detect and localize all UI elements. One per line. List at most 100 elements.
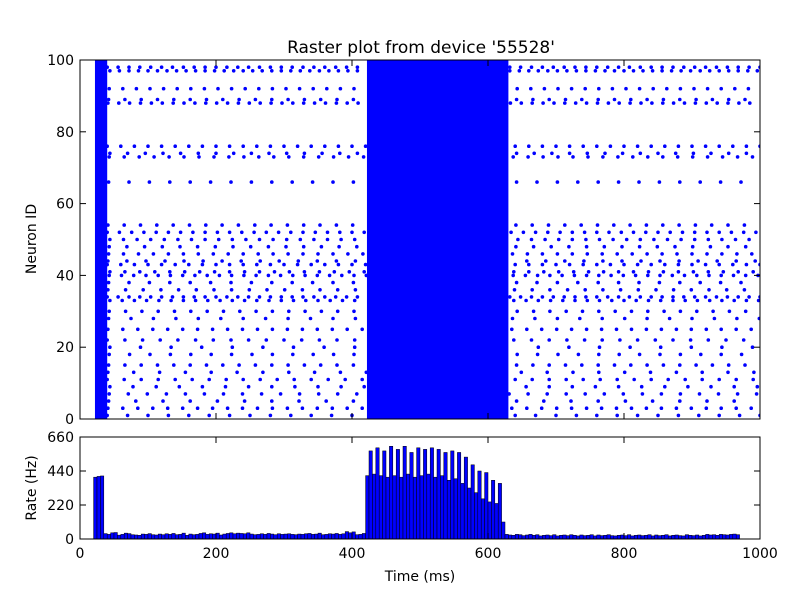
- rate-bar: [338, 534, 343, 539]
- spike-dot: [682, 295, 686, 299]
- spike-dot: [291, 298, 296, 303]
- rate-bar: [368, 450, 373, 539]
- spike-dot: [574, 69, 579, 73]
- spike-dot: [107, 392, 111, 396]
- spike-dot: [317, 270, 322, 274]
- spike-dot: [717, 230, 721, 235]
- spike-dot: [669, 69, 674, 73]
- raster-title: Raster plot from device '55528': [287, 38, 555, 58]
- rate-bar: [589, 534, 594, 539]
- spike-dot: [318, 363, 323, 367]
- rate-bar: [627, 534, 632, 539]
- spike-dot: [108, 69, 112, 73]
- spike-dot: [574, 413, 579, 418]
- rate-bar: [375, 447, 380, 539]
- spike-dot: [581, 144, 585, 148]
- spike-dot: [340, 273, 344, 278]
- spike-dot: [735, 155, 740, 159]
- rate-bar: [569, 534, 574, 539]
- spike-dot: [619, 230, 624, 235]
- spike-dot: [275, 377, 280, 382]
- spike-dot: [352, 237, 357, 242]
- spike-dot: [547, 363, 551, 367]
- spike-dot: [743, 309, 748, 314]
- spike-dot: [315, 273, 320, 278]
- spike-dot: [556, 270, 561, 274]
- spike-dot: [138, 345, 143, 350]
- spike-dot: [586, 155, 590, 159]
- spike-dot: [138, 65, 142, 69]
- spike-dot: [716, 392, 721, 396]
- spike-dot: [671, 288, 676, 292]
- spike-dot: [301, 155, 306, 159]
- spike-dot: [573, 65, 577, 69]
- rate-bar: [603, 535, 608, 539]
- spike-dot: [727, 309, 732, 314]
- spike-dot: [289, 69, 293, 73]
- spike-dot: [257, 270, 262, 274]
- spike-dot: [308, 69, 312, 73]
- spike-dot: [270, 280, 274, 285]
- spike-dot: [533, 413, 538, 418]
- spike-dot: [257, 86, 261, 91]
- spike-dot: [595, 223, 600, 227]
- spike-dot: [270, 363, 274, 367]
- spike-dot: [602, 244, 607, 249]
- spike-dot: [582, 259, 586, 263]
- spike-dot: [328, 298, 333, 303]
- spike-dot: [318, 288, 322, 292]
- spike-dot: [187, 144, 191, 148]
- spike-dot: [600, 338, 604, 342]
- spike-dot: [750, 252, 754, 256]
- spike-dot: [743, 97, 747, 102]
- spike-dot: [303, 273, 307, 278]
- spike-dot: [719, 86, 723, 91]
- spike-dot: [162, 237, 167, 242]
- rate-bar: [399, 476, 404, 539]
- rate-bar: [219, 534, 224, 539]
- spike-dot: [327, 69, 331, 73]
- spike-dot: [146, 413, 150, 418]
- spike-dot: [640, 392, 645, 396]
- spike-dot: [270, 86, 275, 91]
- rate-bar: [497, 483, 502, 539]
- spike-row: [106, 399, 736, 403]
- spike-dot: [355, 392, 359, 396]
- spike-dot: [674, 406, 679, 411]
- spike-dot: [682, 65, 686, 69]
- spike-dot: [696, 259, 700, 263]
- spike-dot: [351, 399, 356, 403]
- spike-dot: [736, 69, 740, 73]
- spike-dot: [317, 338, 322, 342]
- spike-dot: [609, 273, 613, 278]
- rate-bar: [123, 532, 128, 539]
- spike-dot: [279, 65, 284, 69]
- spike-dot: [514, 97, 519, 102]
- spike-dot: [312, 65, 316, 69]
- rate-bar: [188, 533, 193, 539]
- rate-bar: [664, 534, 669, 539]
- rate-bar: [559, 535, 564, 539]
- spike-dot: [121, 327, 125, 332]
- spike-dot: [700, 370, 704, 375]
- spike-dot: [131, 384, 135, 389]
- spike-dot: [699, 352, 703, 357]
- spike-dot: [695, 298, 700, 303]
- raster-plot: 0 20 40 60 80 100 Neuron ID: [24, 53, 761, 428]
- spike-dot: [166, 413, 171, 418]
- spike-dot: [272, 270, 277, 274]
- spike-dot: [583, 288, 587, 292]
- spike-dot: [161, 399, 165, 403]
- spike-dot: [302, 97, 307, 102]
- spike-dot: [530, 223, 534, 227]
- spike-dot: [204, 97, 209, 102]
- spike-dot: [149, 101, 154, 105]
- spike-dot: [203, 65, 207, 69]
- spike-dot: [144, 273, 148, 278]
- spike-dot: [705, 86, 710, 91]
- spike-dot: [160, 101, 165, 105]
- spike-dot: [108, 270, 112, 274]
- spike-dot: [332, 270, 337, 274]
- spike-dot: [514, 399, 519, 403]
- spike-dot: [661, 155, 665, 159]
